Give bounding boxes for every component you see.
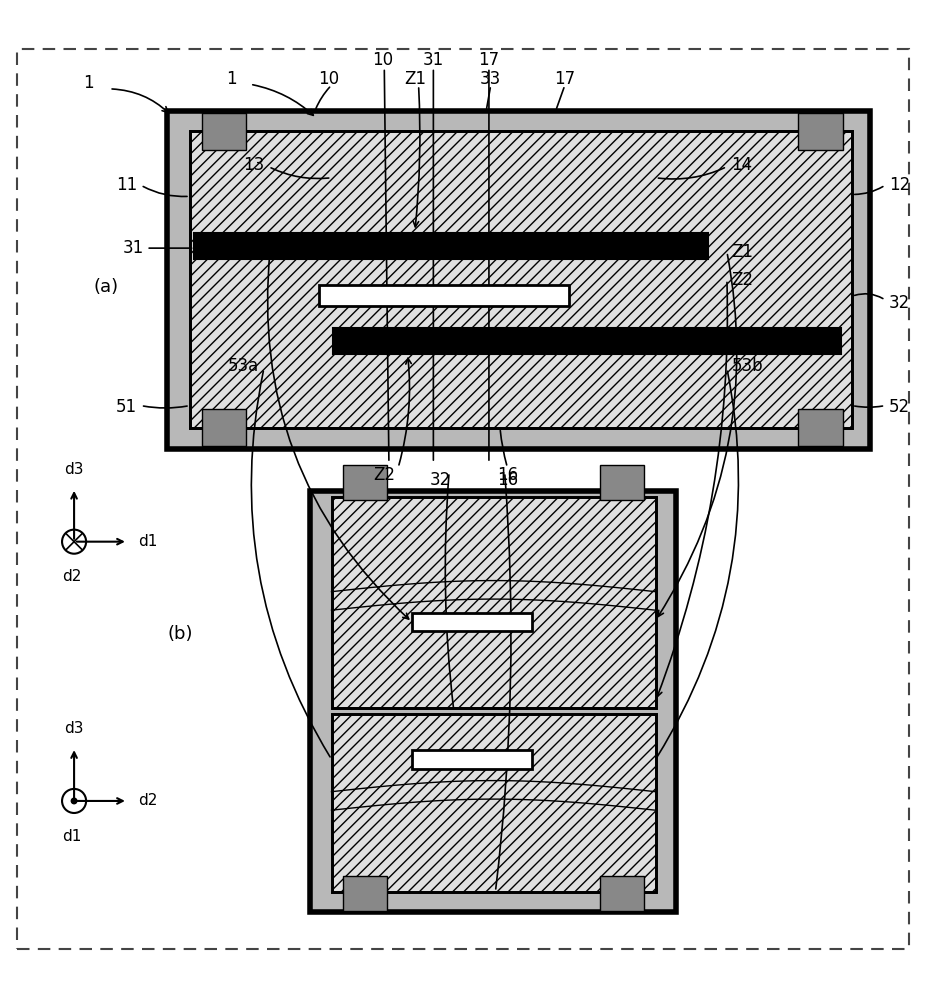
Bar	[343, 465, 387, 500]
Text: 53a: 53a	[228, 357, 259, 375]
Bar	[332, 714, 656, 892]
Text: 32: 32	[431, 471, 451, 489]
Text: d1: d1	[63, 829, 81, 844]
Bar	[798, 409, 843, 446]
Bar	[190, 131, 852, 428]
Text: Z2: Z2	[732, 271, 754, 289]
Text: 33: 33	[481, 70, 501, 88]
Text: Z1: Z1	[404, 70, 426, 88]
Text: 17: 17	[479, 51, 499, 69]
Text: d3: d3	[64, 462, 84, 477]
Bar	[412, 750, 532, 769]
Bar	[332, 714, 656, 892]
Bar	[343, 876, 387, 911]
Bar	[332, 497, 656, 708]
Bar	[600, 465, 644, 500]
Bar	[600, 876, 644, 911]
Bar	[798, 113, 843, 150]
Text: 14: 14	[732, 156, 753, 174]
Text: 10: 10	[372, 51, 393, 69]
Text: Z2: Z2	[373, 466, 395, 484]
Text: 51: 51	[116, 398, 137, 416]
Text: 13: 13	[243, 156, 264, 174]
Text: 16: 16	[497, 466, 518, 484]
Text: 31: 31	[122, 239, 144, 257]
Text: Z1: Z1	[732, 243, 754, 261]
Bar	[167, 111, 870, 449]
Bar	[310, 491, 676, 912]
Bar	[202, 409, 246, 446]
Bar	[202, 113, 246, 150]
Text: (b): (b)	[168, 625, 194, 643]
Text: 16: 16	[497, 471, 518, 489]
Bar	[194, 233, 708, 259]
Text: 10: 10	[319, 70, 339, 88]
Text: 31: 31	[423, 51, 444, 69]
Text: d1: d1	[139, 534, 157, 549]
Text: 32: 32	[889, 294, 910, 312]
Text: (a): (a)	[94, 278, 119, 296]
Bar	[190, 131, 852, 428]
Text: 17: 17	[555, 70, 575, 88]
Text: 1: 1	[82, 74, 94, 92]
Bar	[319, 285, 569, 306]
Text: 11: 11	[116, 176, 137, 194]
Text: d3: d3	[64, 721, 84, 736]
Text: 33: 33	[243, 236, 264, 254]
Bar	[332, 497, 656, 708]
Bar	[333, 328, 841, 354]
Text: 53b: 53b	[732, 357, 763, 375]
Text: d2: d2	[139, 793, 157, 808]
Text: 52: 52	[889, 398, 910, 416]
Bar	[412, 613, 532, 631]
Text: d2: d2	[63, 569, 81, 584]
Text: 12: 12	[889, 176, 910, 194]
Text: 1: 1	[226, 70, 237, 88]
Circle shape	[71, 798, 77, 804]
